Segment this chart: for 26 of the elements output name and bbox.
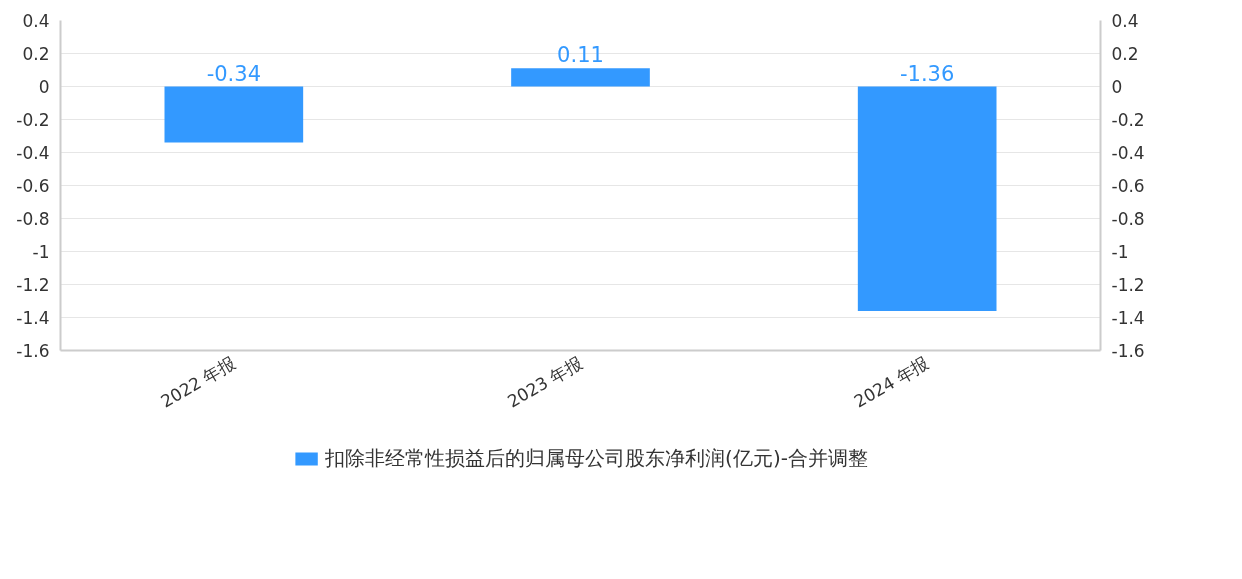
- y2-tick-label: 0.4: [1111, 11, 1139, 31]
- y2-tick-label: -0.6: [1111, 176, 1145, 196]
- y-tick-label: -0.4: [16, 143, 50, 163]
- y-tick-label: -1.2: [16, 275, 50, 295]
- y-tick-label: -1.6: [16, 341, 50, 361]
- y-tick-label: -1: [32, 242, 50, 262]
- y2-tick-label: -1: [1111, 242, 1129, 262]
- data-label: -0.34: [206, 61, 262, 86]
- y-tick-label: 0.4: [22, 11, 50, 31]
- y2-tick-label: 0: [1111, 77, 1123, 97]
- y2-tick-label: -0.8: [1111, 209, 1145, 229]
- y-tick-label: -0.2: [16, 110, 50, 130]
- y2-tick-label: -0.2: [1111, 110, 1145, 130]
- data-label: -1.36: [900, 61, 955, 86]
- y-tick-label: 0: [38, 77, 50, 97]
- y2-tick-label: 0.2: [1111, 44, 1139, 64]
- y-tick-label: -0.6: [16, 176, 50, 196]
- y-tick-label: 0.2: [22, 44, 50, 64]
- y2-tick-label: -0.4: [1111, 143, 1145, 163]
- y2-tick-label: -1.4: [1111, 308, 1145, 328]
- legend-label: 扣除非经常性损益后的归属母公司股东净利润(亿元)-合并调整: [325, 444, 868, 472]
- data-label: 0.11: [557, 43, 604, 68]
- y2-tick-label: -1.6: [1111, 341, 1145, 361]
- y-tick-label: -0.8: [16, 209, 50, 229]
- y2-tick-label: -1.2: [1111, 275, 1145, 295]
- y-tick-label: -1.4: [16, 308, 50, 328]
